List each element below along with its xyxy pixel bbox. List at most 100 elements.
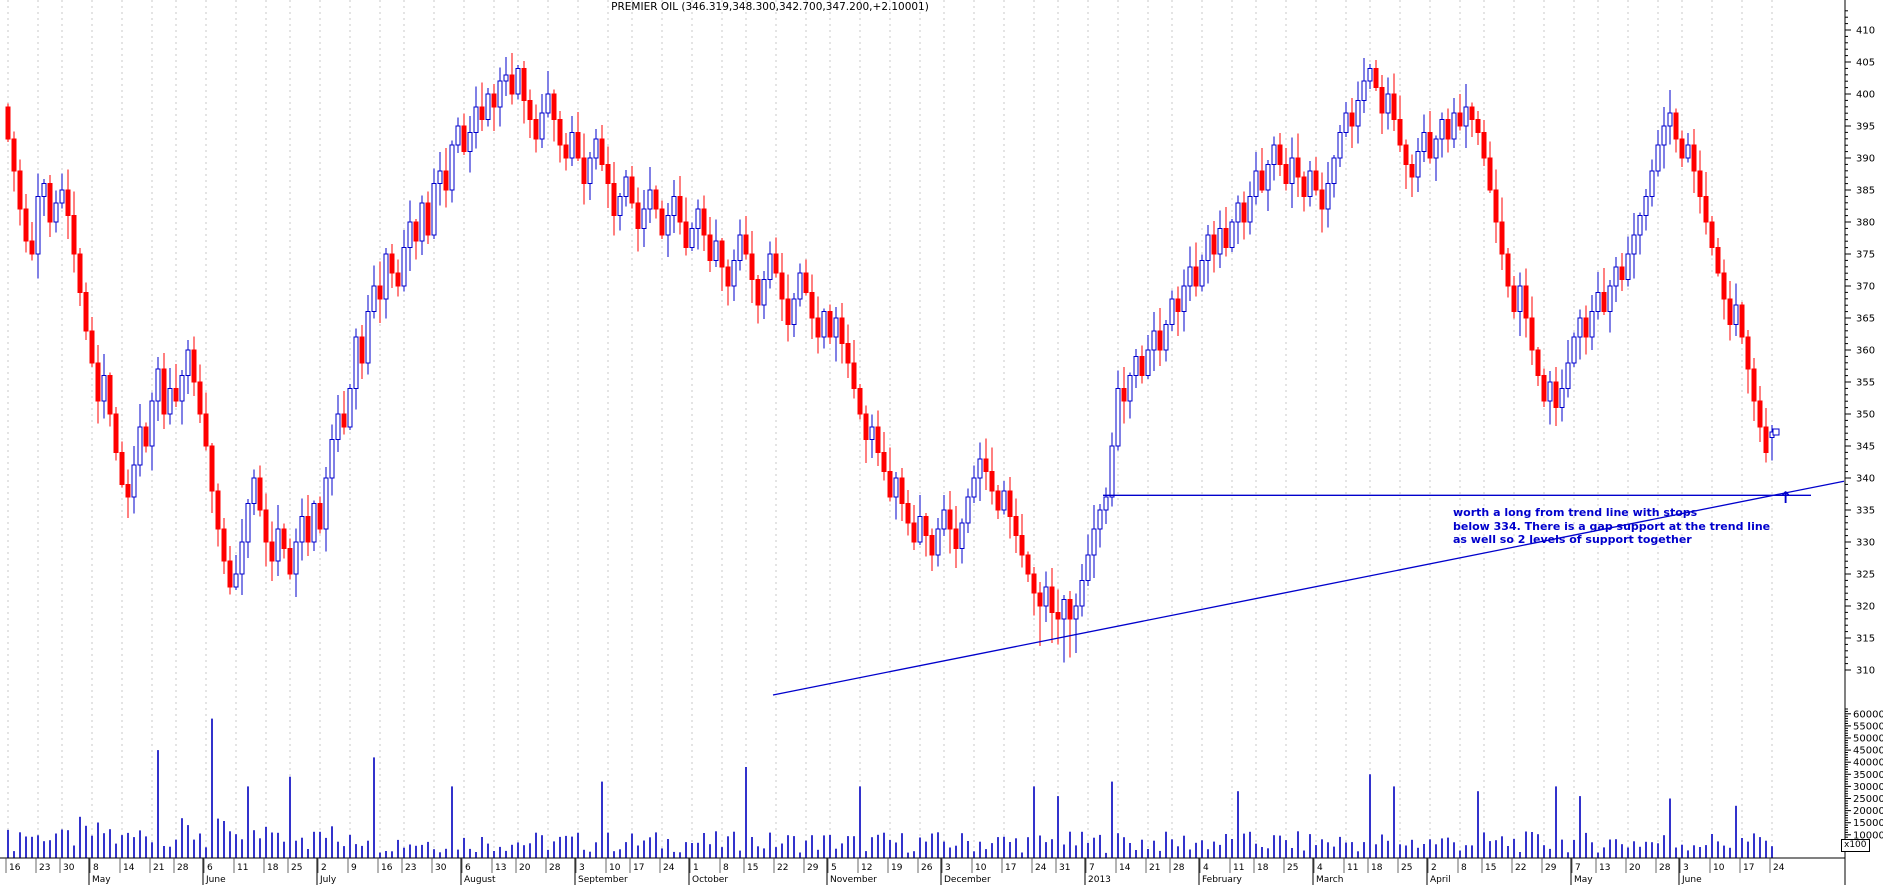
svg-text:35000: 35000 bbox=[1853, 770, 1883, 781]
annotation-line: worth a long from trend line with stops bbox=[1453, 506, 1698, 519]
svg-text:30: 30 bbox=[63, 863, 75, 873]
svg-text:7: 7 bbox=[1089, 863, 1095, 873]
svg-text:310: 310 bbox=[1856, 666, 1875, 677]
svg-text:8: 8 bbox=[1461, 863, 1467, 873]
up-arrow-marker[interactable]: ↑ bbox=[1779, 488, 1793, 507]
svg-text:31: 31 bbox=[1059, 863, 1070, 873]
svg-text:355: 355 bbox=[1856, 378, 1875, 389]
price-quote-title: PREMIER OIL (346.319,348.300,342.700,347… bbox=[611, 1, 929, 13]
svg-text:6: 6 bbox=[207, 863, 213, 873]
annotation-line: below 334. There is a gap support at the… bbox=[1453, 519, 1771, 533]
svg-text:November: November bbox=[830, 875, 877, 885]
svg-text:4: 4 bbox=[1317, 863, 1323, 873]
annotation-line: as well so 2 levels of support together bbox=[1453, 533, 1692, 546]
svg-text:June: June bbox=[205, 875, 226, 885]
svg-text:10000: 10000 bbox=[1853, 830, 1883, 841]
svg-text:385: 385 bbox=[1856, 186, 1875, 197]
svg-text:50000: 50000 bbox=[1853, 734, 1883, 745]
svg-text:21: 21 bbox=[153, 863, 164, 873]
candles-layer bbox=[5, 53, 1780, 663]
svg-text:July: July bbox=[319, 875, 337, 885]
svg-text:390: 390 bbox=[1856, 154, 1875, 165]
svg-text:22: 22 bbox=[777, 863, 788, 873]
svg-text:11: 11 bbox=[1233, 863, 1244, 873]
svg-text:28: 28 bbox=[177, 863, 189, 873]
svg-text:400: 400 bbox=[1856, 90, 1875, 101]
svg-text:345: 345 bbox=[1856, 442, 1875, 453]
annotation-note[interactable]: worth a long from trend line with stops … bbox=[1453, 506, 1785, 547]
svg-text:395: 395 bbox=[1856, 122, 1875, 133]
svg-text:4: 4 bbox=[1203, 863, 1209, 873]
trend-line[interactable] bbox=[772, 480, 1845, 696]
svg-text:40000: 40000 bbox=[1853, 758, 1883, 769]
svg-text:325: 325 bbox=[1856, 570, 1875, 581]
svg-text:14: 14 bbox=[1119, 863, 1131, 873]
svg-text:405: 405 bbox=[1856, 58, 1875, 69]
svg-text:3: 3 bbox=[1683, 863, 1689, 873]
svg-text:30: 30 bbox=[435, 863, 447, 873]
svg-text:June: June bbox=[1681, 875, 1702, 885]
volume-multiplier-badge: x100 bbox=[1841, 839, 1870, 852]
svg-text:16: 16 bbox=[9, 863, 21, 873]
svg-text:23: 23 bbox=[39, 863, 50, 873]
svg-text:15000: 15000 bbox=[1853, 818, 1883, 829]
svg-text:55000: 55000 bbox=[1853, 721, 1883, 732]
svg-text:8: 8 bbox=[93, 863, 99, 873]
svg-text:60000: 60000 bbox=[1853, 709, 1883, 720]
svg-text:2013: 2013 bbox=[1088, 875, 1111, 885]
svg-text:12: 12 bbox=[861, 863, 872, 873]
svg-text:17: 17 bbox=[1005, 863, 1016, 873]
svg-text:315: 315 bbox=[1856, 634, 1875, 645]
svg-text:22: 22 bbox=[1515, 863, 1526, 873]
svg-text:11: 11 bbox=[1347, 863, 1358, 873]
svg-text:18: 18 bbox=[267, 863, 279, 873]
svg-text:380: 380 bbox=[1856, 218, 1875, 229]
svg-text:29: 29 bbox=[807, 863, 819, 873]
svg-text:375: 375 bbox=[1856, 250, 1875, 261]
svg-text:25: 25 bbox=[291, 863, 302, 873]
svg-text:10: 10 bbox=[609, 863, 621, 873]
svg-text:320: 320 bbox=[1856, 602, 1875, 613]
svg-text:February: February bbox=[1202, 875, 1243, 885]
svg-text:September: September bbox=[578, 875, 628, 885]
svg-text:18: 18 bbox=[1257, 863, 1269, 873]
price-axis: 410 405 400 395 390 385 380 375 370 365 360 355 350 3… bbox=[1845, 10, 1875, 677]
svg-text:26: 26 bbox=[921, 863, 933, 873]
svg-text:9: 9 bbox=[351, 863, 357, 873]
svg-text:14: 14 bbox=[123, 863, 135, 873]
svg-text:410: 410 bbox=[1856, 26, 1875, 37]
svg-text:8: 8 bbox=[723, 863, 729, 873]
svg-text:17: 17 bbox=[633, 863, 644, 873]
svg-text:18: 18 bbox=[1371, 863, 1383, 873]
svg-text:21: 21 bbox=[1149, 863, 1160, 873]
time-axis: 16 23 30 8 14 21 28 6 11 18 25 2 9 16 23 30 6 13 20 28 3 10 17… bbox=[5, 858, 1785, 885]
svg-text:5: 5 bbox=[831, 863, 837, 873]
svg-text:3: 3 bbox=[579, 863, 585, 873]
svg-text:13: 13 bbox=[495, 863, 506, 873]
svg-text:April: April bbox=[1430, 875, 1451, 885]
svg-text:29: 29 bbox=[1545, 863, 1557, 873]
svg-text:365: 365 bbox=[1856, 314, 1875, 325]
svg-text:10: 10 bbox=[975, 863, 987, 873]
volume-layer bbox=[7, 718, 1773, 858]
svg-text:December: December bbox=[944, 875, 991, 885]
svg-text:24: 24 bbox=[663, 863, 675, 873]
svg-text:45000: 45000 bbox=[1853, 746, 1883, 757]
svg-text:1: 1 bbox=[693, 863, 699, 873]
svg-text:16: 16 bbox=[381, 863, 393, 873]
svg-text:15: 15 bbox=[1485, 863, 1496, 873]
svg-text:May: May bbox=[1574, 875, 1593, 885]
svg-text:24: 24 bbox=[1773, 863, 1785, 873]
svg-text:2: 2 bbox=[321, 863, 327, 873]
svg-text:October: October bbox=[692, 875, 728, 885]
last-price-marker bbox=[1772, 428, 1780, 436]
svg-text:335: 335 bbox=[1856, 506, 1875, 517]
svg-text:May: May bbox=[92, 875, 111, 885]
svg-text:28: 28 bbox=[1173, 863, 1185, 873]
svg-text:25: 25 bbox=[1401, 863, 1412, 873]
svg-text:330: 330 bbox=[1856, 538, 1875, 549]
svg-text:28: 28 bbox=[549, 863, 561, 873]
